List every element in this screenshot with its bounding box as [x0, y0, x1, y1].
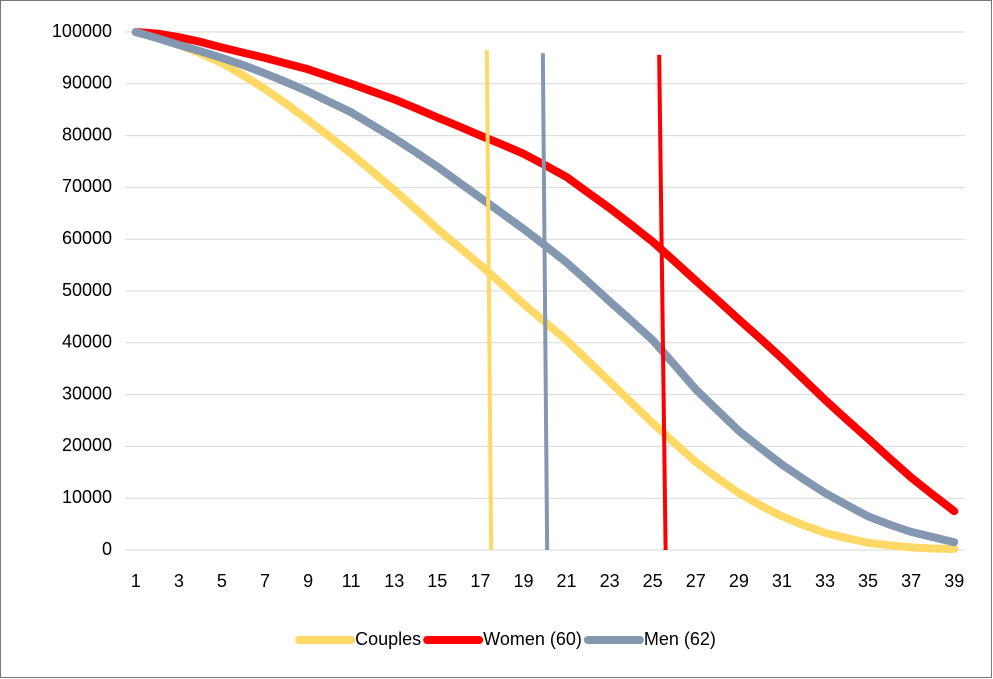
- x-tick-label: 25: [643, 571, 663, 591]
- x-tick-label: 35: [858, 571, 878, 591]
- x-tick-label: 27: [686, 571, 706, 591]
- y-tick-label: 50000: [62, 280, 112, 300]
- y-tick-label: 20000: [62, 435, 112, 455]
- x-tick-label: 13: [384, 571, 404, 591]
- y-tick-label: 30000: [62, 383, 112, 403]
- x-tick-label: 23: [600, 571, 620, 591]
- x-tick-label: 29: [729, 571, 749, 591]
- x-tick-label: 21: [557, 571, 577, 591]
- y-tick-label: 60000: [62, 228, 112, 248]
- y-tick-label: 80000: [62, 124, 112, 144]
- x-tick-label: 11: [342, 571, 361, 591]
- x-tick-label: 1: [131, 571, 141, 591]
- x-tick-label: 17: [470, 571, 490, 591]
- x-tick-label: 39: [944, 571, 964, 591]
- y-tick-label: 40000: [62, 332, 112, 352]
- x-tick-label: 5: [217, 571, 227, 591]
- x-tick-label: 7: [260, 571, 270, 591]
- x-tick-label: 31: [772, 571, 792, 591]
- reference-line: [657, 54, 668, 551]
- legend-label: Men (62): [644, 629, 716, 649]
- y-tick-label: 100000: [52, 21, 112, 41]
- reference-line: [484, 50, 494, 551]
- x-tick-label: 15: [427, 571, 447, 591]
- y-tick-label: 10000: [62, 487, 112, 507]
- legend-label: Couples: [355, 629, 421, 649]
- x-tick-label: 9: [303, 571, 313, 591]
- x-tick-label: 33: [815, 571, 835, 591]
- y-tick-label: 70000: [62, 176, 112, 196]
- y-tick-label: 90000: [62, 73, 112, 93]
- x-tick-label: 3: [174, 571, 184, 591]
- y-tick-label: 0: [102, 539, 112, 559]
- legend-label: Women (60): [483, 629, 582, 649]
- x-tick-label: 37: [901, 571, 921, 591]
- reference-line: [540, 53, 550, 551]
- x-tick-label: 19: [513, 571, 533, 591]
